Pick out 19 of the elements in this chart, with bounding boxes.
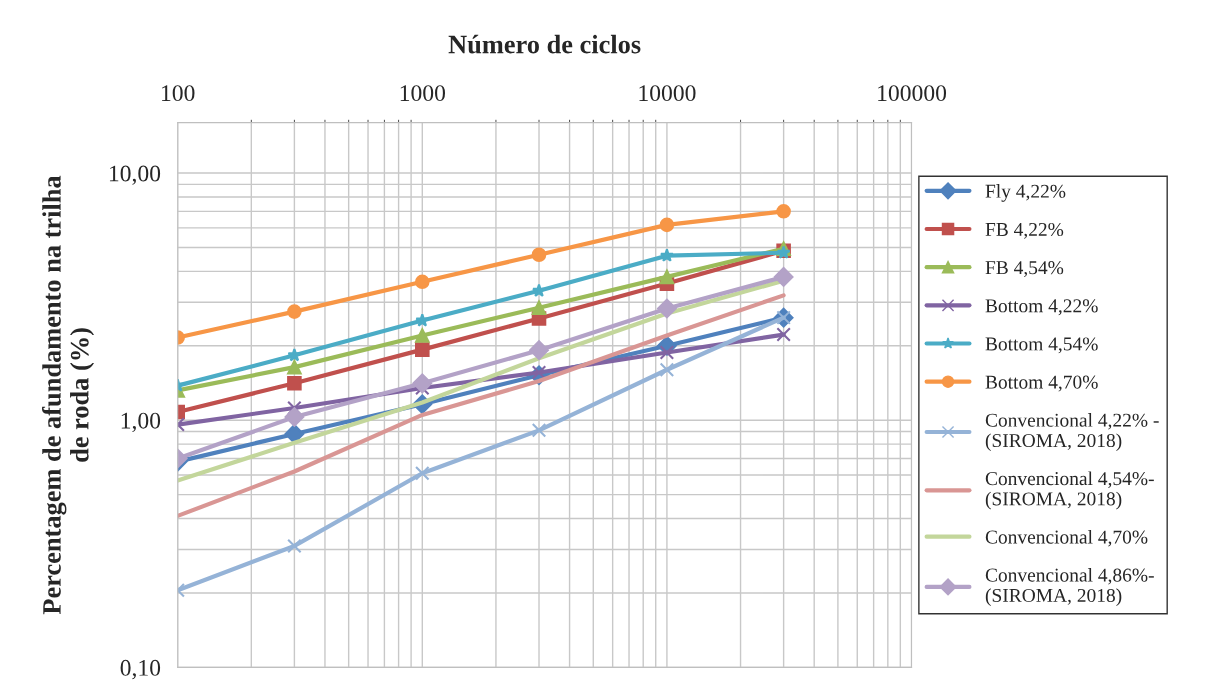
y-tick-label: 1,00 — [121, 412, 161, 433]
legend-label: Bottom 4,54% — [985, 337, 1098, 354]
legend-label: Fly 4,22% — [985, 184, 1066, 202]
legend-label: Convencional 4,86%- (SIROMA, 2018) — [985, 568, 1154, 606]
legend-label: Convencional 4,22% - (SIROMA, 2018) — [985, 413, 1159, 452]
chart-title: Número de ciclos — [448, 34, 641, 54]
x-tick-label: 100 — [162, 85, 195, 102]
y-axis-title: Percentagem de afundamento na trilha de roda (%) — [42, 175, 94, 615]
legend-label: FB 4,54% — [985, 261, 1064, 277]
x-tick-label: 10000 — [639, 85, 696, 102]
legend-label: Bottom 4,70% — [985, 375, 1098, 392]
y-tick-label: 0,10 — [120, 659, 161, 680]
y-tick-label: 10,00 — [109, 165, 161, 185]
legend-label: Bottom 4,22% — [985, 299, 1098, 316]
legend-label: FB 4,22% — [985, 222, 1064, 239]
legend-label: Convencional 4,54%- (SIROMA, 2018) — [985, 471, 1154, 510]
legend-label: Convencional 4,70% — [985, 529, 1148, 547]
x-tick-label: 100000 — [878, 85, 947, 102]
x-tick-label: 1000 — [400, 85, 446, 102]
